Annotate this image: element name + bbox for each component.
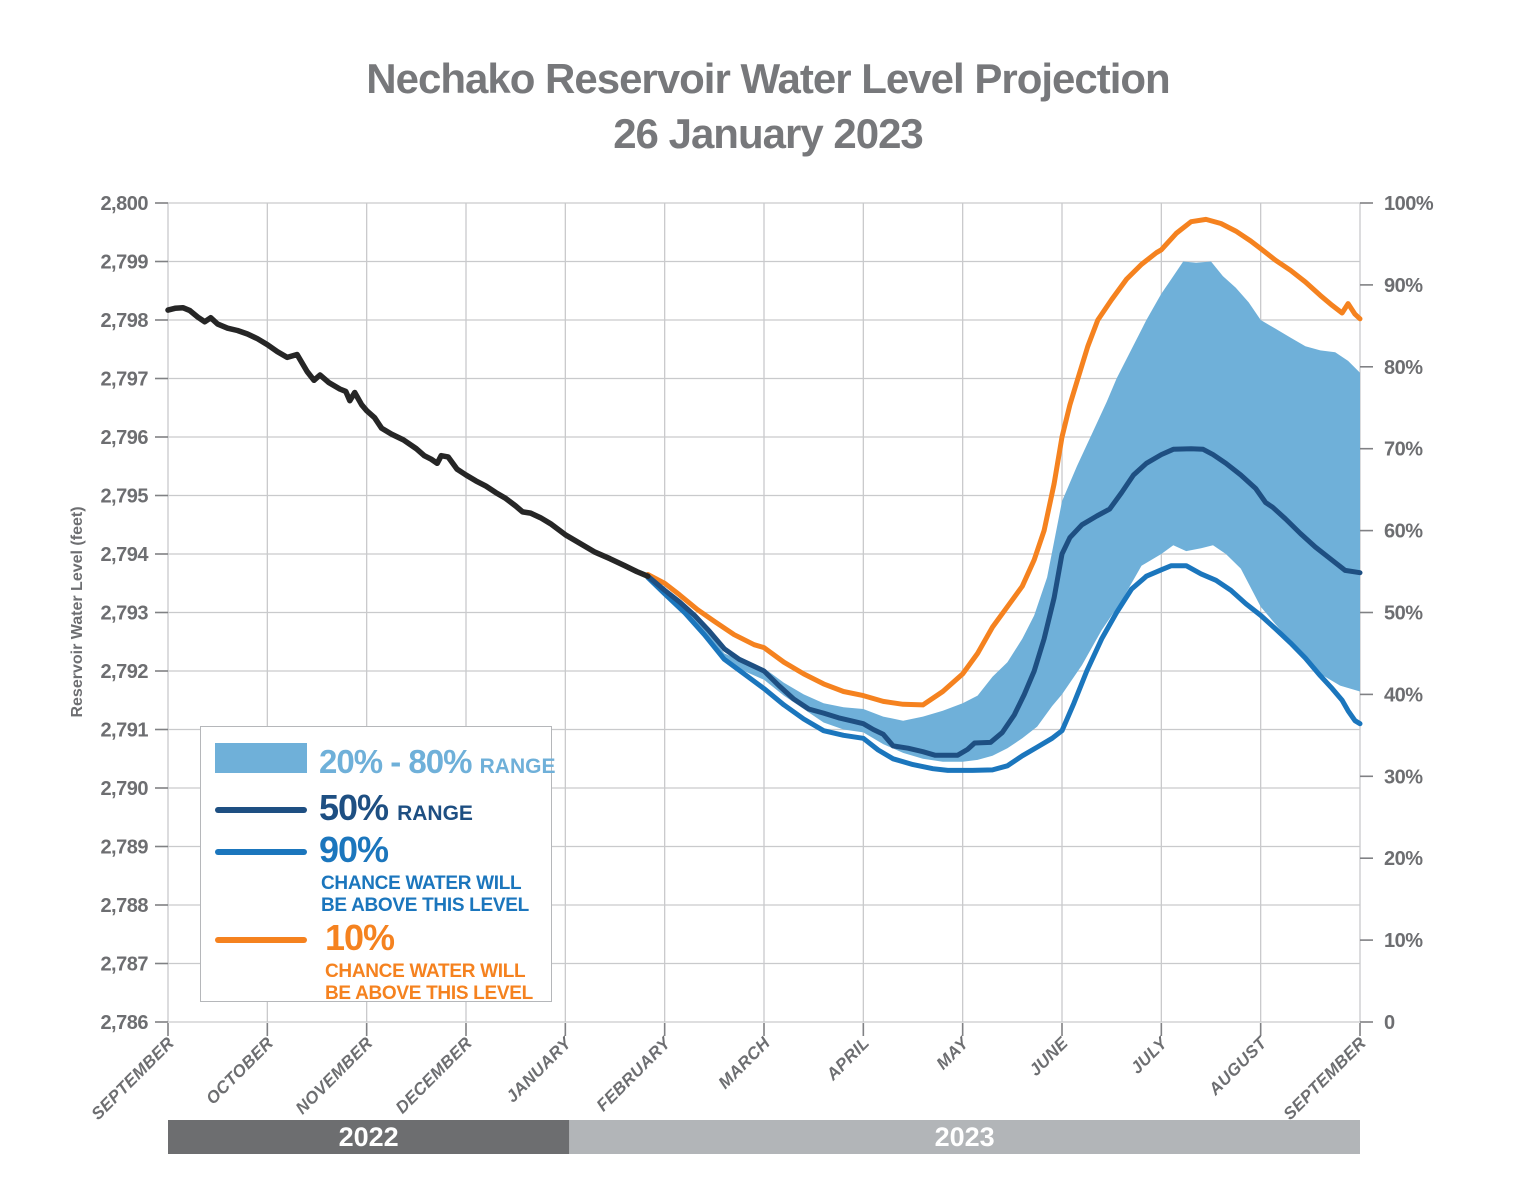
x-tick-label: DECEMBER xyxy=(392,1033,476,1117)
left-tick-label: 2,797 xyxy=(100,369,148,391)
x-tick-label: OCTOBER xyxy=(202,1033,277,1108)
legend-p90-label: 90% xyxy=(319,829,389,870)
right-tick-label: 10% xyxy=(1384,930,1423,952)
x-tick-label: MARCH xyxy=(715,1033,775,1093)
title-line-2: 26 January 2023 xyxy=(613,109,924,157)
x-tick-label: MAY xyxy=(933,1032,974,1073)
y-axis-title: Reservoir Water Level (feet) xyxy=(69,506,86,717)
x-tick-label: JUNE xyxy=(1025,1033,1072,1080)
left-tick-label: 2,791 xyxy=(100,720,148,742)
x-tick-label: NOVEMBER xyxy=(292,1033,377,1118)
right-tick-label: 60% xyxy=(1384,521,1423,543)
band-swatch xyxy=(215,743,307,773)
p90-line-swatch xyxy=(215,849,307,855)
legend-p10-label: 10% xyxy=(325,917,395,958)
year-bar-label-2022: 2022 xyxy=(339,1122,399,1152)
right-tick-label: 0 xyxy=(1384,1012,1395,1034)
band-range-values: 20% - 80% xyxy=(319,743,472,780)
page-title: Nechako Reservoir Water Level Projection… xyxy=(0,52,1536,161)
legend-p90-caption: CHANCE WATER WILL BE ABOVE THIS LEVEL xyxy=(321,873,529,918)
x-tick-label: JULY xyxy=(1127,1032,1172,1077)
x-tick-label: AUGUST xyxy=(1204,1032,1271,1099)
x-tick-label: JANUARY xyxy=(502,1032,576,1106)
left-tick-label: 2,798 xyxy=(100,310,148,332)
legend-p50-label: 50% RANGE xyxy=(319,787,473,829)
series-historical-line xyxy=(165,304,651,579)
series-p90-line xyxy=(645,563,1363,773)
legend-band-label: 20% - 80% RANGE xyxy=(319,743,555,781)
series-p10-line xyxy=(645,216,1363,708)
legend-p10-caption: CHANCE WATER WILL BE ABOVE THIS LEVEL xyxy=(325,961,533,1006)
right-tick-label: 100% xyxy=(1384,193,1434,215)
x-tick-label: SEPTEMBER xyxy=(88,1033,178,1123)
right-tick-label: 30% xyxy=(1384,766,1423,788)
right-tick-label: 70% xyxy=(1384,439,1423,461)
band-range-suffix: RANGE xyxy=(479,755,556,778)
left-tick-label: 2,793 xyxy=(100,603,148,625)
year-bar-2022 xyxy=(168,1120,570,1154)
left-tick-label: 2,799 xyxy=(100,252,148,274)
right-tick-label: 40% xyxy=(1384,684,1423,706)
right-tick-label: 80% xyxy=(1384,357,1423,379)
x-tick-label: SEPTEMBER xyxy=(1280,1033,1370,1123)
right-tick-label: 90% xyxy=(1384,275,1423,297)
left-tick-label: 2,792 xyxy=(100,661,148,683)
p90-caption-line2: BE ABOVE THIS LEVEL xyxy=(321,895,529,917)
p50-line-swatch xyxy=(215,807,307,813)
p90-caption-line1: CHANCE WATER WILL xyxy=(321,873,522,894)
left-tick-label: 2,786 xyxy=(100,1012,148,1034)
legend: 20% - 80% RANGE 50% RANGE 90% CHANCE WAT… xyxy=(200,726,555,1004)
year-bar-2023 xyxy=(569,1120,1360,1154)
p10-line-swatch xyxy=(215,937,307,943)
left-tick-label: 2,800 xyxy=(100,193,148,215)
left-tick-label: 2,788 xyxy=(100,895,148,917)
left-tick-label: 2,787 xyxy=(100,954,148,976)
band-20-80 xyxy=(647,261,1360,762)
right-tick-label: 20% xyxy=(1384,848,1423,870)
left-tick-label: 2,795 xyxy=(100,486,148,508)
p50-suffix: RANGE xyxy=(397,802,473,825)
p10-caption-line2: BE ABOVE THIS LEVEL xyxy=(325,983,533,1005)
p50-value: 50% xyxy=(319,787,389,828)
left-tick-label: 2,790 xyxy=(100,778,148,800)
left-tick-label: 2,789 xyxy=(100,837,148,859)
left-tick-label: 2,794 xyxy=(100,544,149,566)
x-tick-label: APRIL xyxy=(822,1033,873,1084)
year-bar-label-2023: 2023 xyxy=(935,1122,995,1152)
x-tick-label: FEBRUARY xyxy=(593,1032,676,1115)
title-line-1: Nechako Reservoir Water Level Projection xyxy=(366,55,1170,102)
series-p50-line xyxy=(645,446,1363,758)
right-tick-label: 50% xyxy=(1384,603,1423,625)
p10-caption-line1: CHANCE WATER WILL xyxy=(325,961,526,982)
left-tick-label: 2,796 xyxy=(100,427,148,449)
